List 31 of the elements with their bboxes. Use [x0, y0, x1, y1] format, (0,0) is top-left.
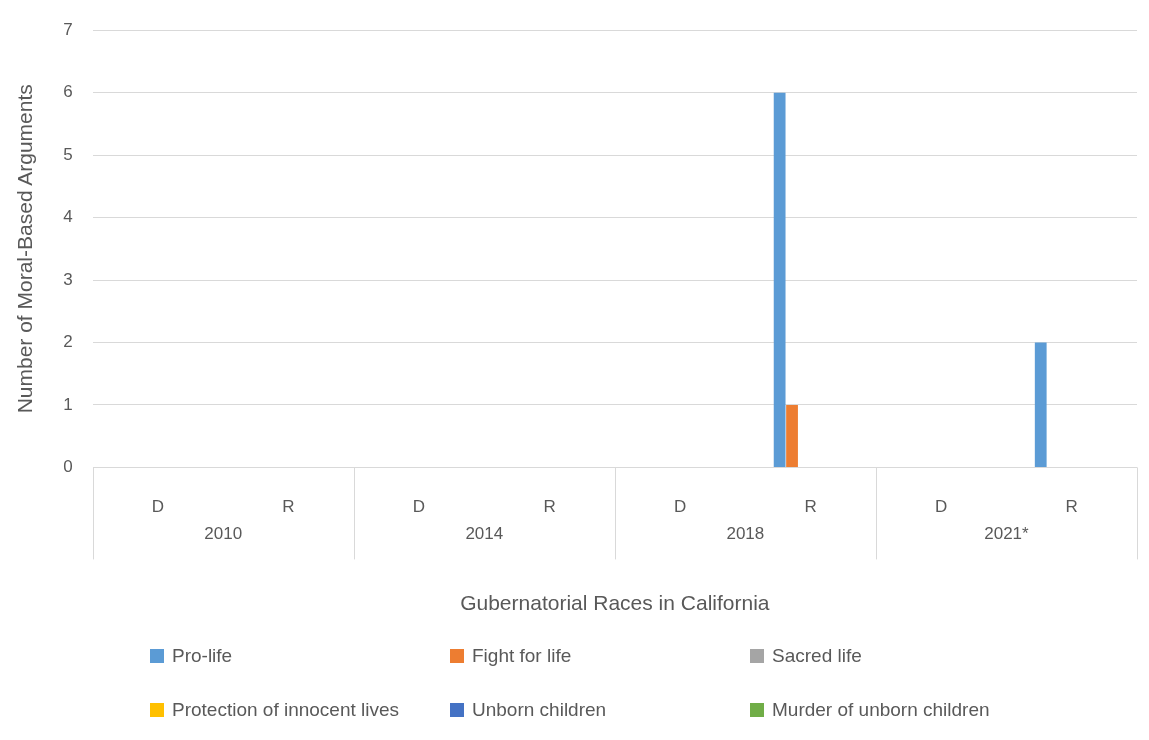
y-tick-label: 2 [63, 332, 73, 352]
bar [1034, 342, 1047, 467]
y-tick-label: 0 [63, 457, 73, 477]
bar [773, 92, 786, 467]
y-tick-label: 5 [63, 144, 73, 164]
legend-label: Protection of innocent lives [172, 699, 400, 721]
y-tick-label: 4 [63, 207, 73, 227]
legend-label: Fight for life [472, 645, 572, 667]
x-tick-label: R [1065, 497, 1078, 517]
text: 2014 [465, 524, 504, 544]
legend-label: Murder of unborn children [772, 699, 990, 721]
x-tick-label: R [282, 497, 295, 517]
x-tick-label: R [543, 497, 556, 517]
y-tick-label: 1 [63, 394, 73, 414]
text: 2010 [204, 524, 243, 544]
y-tick-label: 6 [63, 82, 73, 102]
legend-label: Sacred life [772, 645, 862, 667]
text: 2018 [726, 524, 765, 544]
x-tick-label: D [673, 497, 687, 517]
y-tick-label: 3 [63, 269, 73, 289]
text: 2021* [984, 524, 1030, 544]
y-tick-label: 7 [63, 19, 73, 39]
x-tick-label: D [935, 497, 948, 517]
legend-label: Unborn children [472, 699, 607, 721]
legend-label: Pro-life [172, 645, 233, 667]
bar [786, 404, 798, 467]
x-tick-label: R [804, 497, 817, 517]
x-tick-label: D [151, 497, 165, 517]
x-axis-title: Gubernatorial Races in California [460, 591, 770, 615]
x-tick-label: D [412, 497, 426, 517]
y-axis-title: Number of Moral-Based Arguments [13, 84, 37, 414]
